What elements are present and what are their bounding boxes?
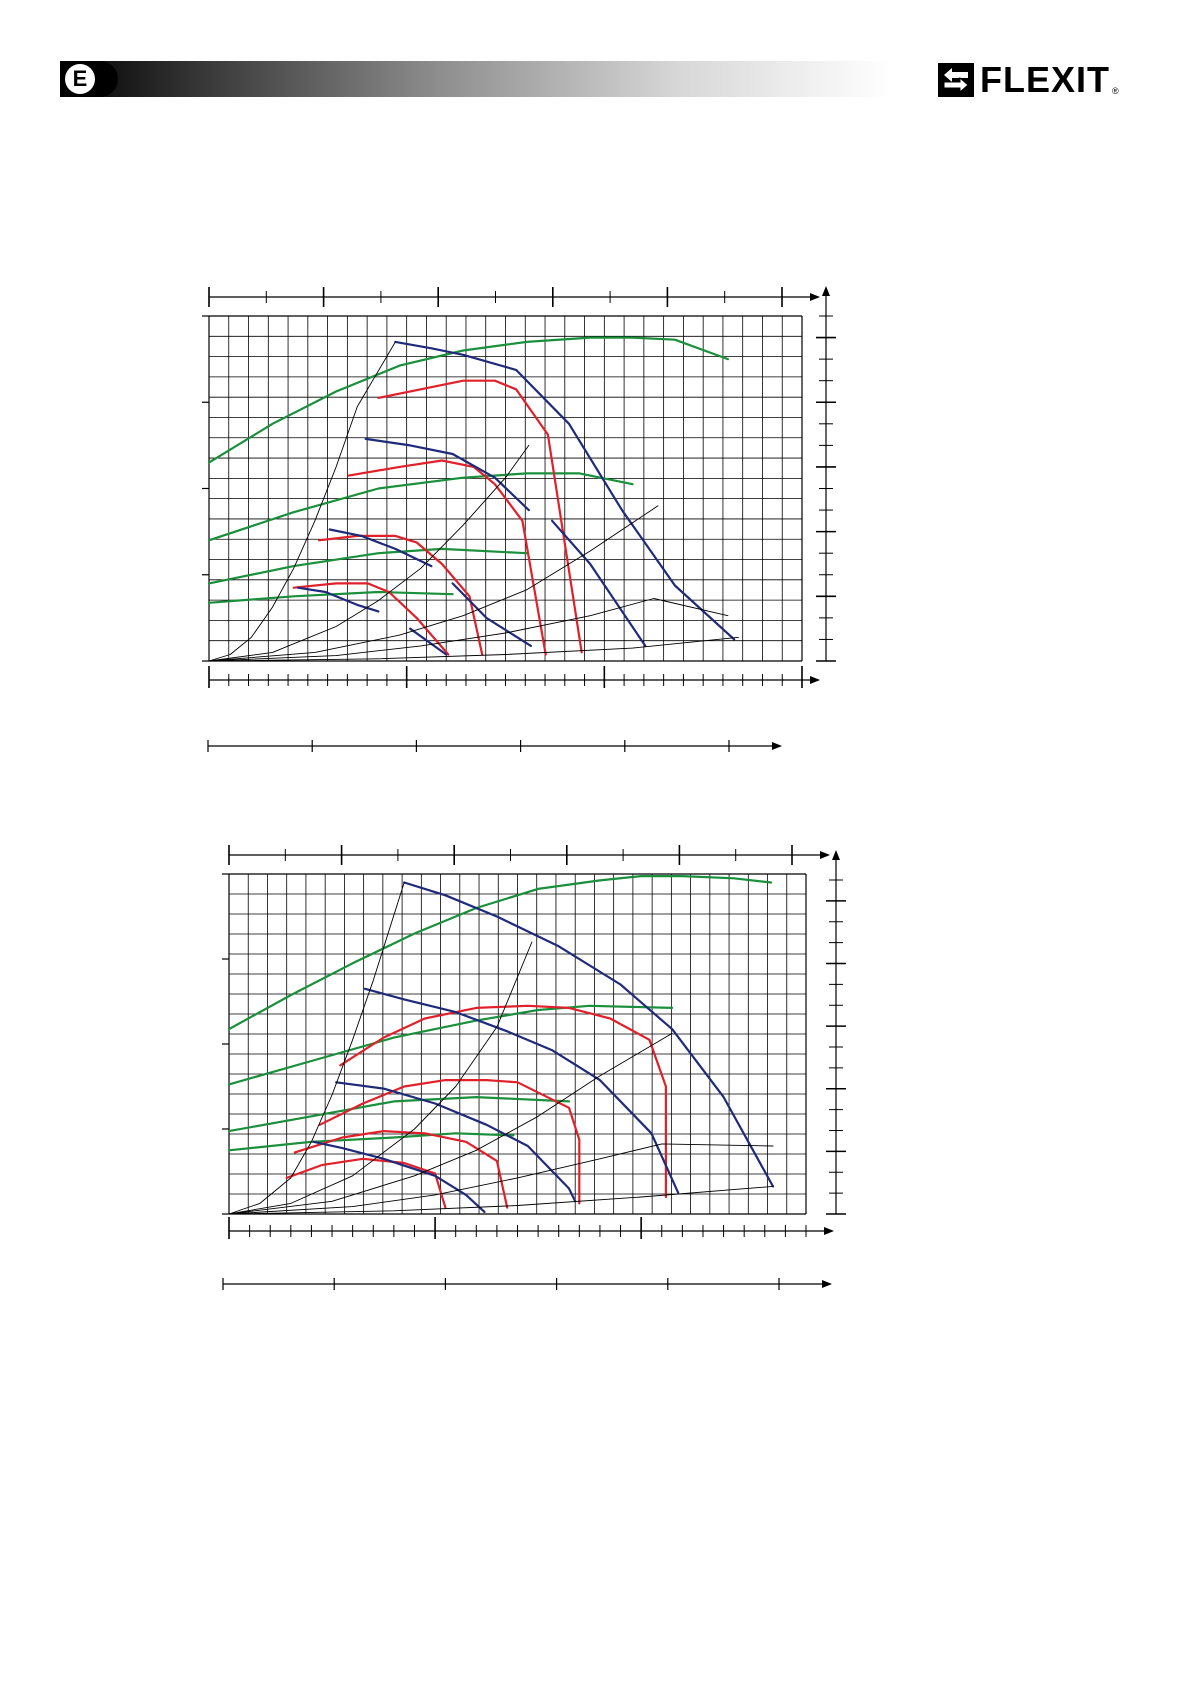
curve-black (208, 598, 729, 662)
language-badge: E (60, 61, 118, 97)
curve-red (318, 1078, 581, 1205)
curve-black (208, 636, 739, 662)
curve-red (339, 1004, 668, 1199)
curve-black (208, 505, 659, 662)
top-axis-arrow (820, 851, 830, 859)
curve-green (207, 472, 634, 542)
curve-green (227, 1095, 571, 1133)
bottom-axis-arrow (810, 676, 820, 684)
curve-blue (364, 437, 530, 512)
curve-black (208, 444, 530, 662)
curve-blue (409, 627, 448, 656)
curve-blue (328, 528, 433, 568)
secondary-axis-arrow (822, 1280, 832, 1288)
curve-black (228, 941, 533, 1215)
curve-blue (363, 987, 680, 1194)
chart-bottom (222, 845, 846, 1290)
curve-red (292, 582, 450, 656)
curve-blue (312, 1140, 486, 1214)
curve-blue (394, 340, 736, 641)
curve-green (227, 874, 773, 1031)
curve-green (207, 547, 528, 585)
right-axis-arrow (822, 286, 830, 296)
brand-registered-mark: ® (1112, 86, 1119, 96)
curve-black (228, 1185, 774, 1215)
right-axis-arrow (832, 850, 840, 860)
bottom-axis-arrow (824, 1227, 834, 1235)
language-badge-letter: E (65, 64, 95, 94)
curve-blue (335, 1081, 577, 1203)
curve-black (208, 341, 396, 662)
header-gradient-bar (60, 61, 890, 97)
curve-blue (403, 881, 775, 1188)
curve-red (318, 534, 484, 656)
curve-green (207, 336, 730, 464)
curve-black (228, 1032, 673, 1215)
curve-green (207, 590, 454, 604)
curve-blue (550, 519, 647, 648)
top-axis-arrow (810, 293, 820, 301)
curve-blue (451, 582, 533, 648)
chart-top (202, 286, 836, 752)
curve-blue (296, 586, 380, 613)
brand-logo: FLEXIT ® (938, 60, 1119, 100)
brand-name: FLEXIT (980, 59, 1110, 100)
curve-black (228, 1143, 774, 1215)
curve-red (377, 379, 583, 654)
curve-black (228, 882, 405, 1215)
double-arrow-icon (938, 63, 974, 97)
curve-red (285, 1157, 447, 1209)
secondary-axis-arrow (772, 742, 782, 750)
curve-green (227, 1132, 515, 1152)
curve-red (293, 1129, 509, 1209)
